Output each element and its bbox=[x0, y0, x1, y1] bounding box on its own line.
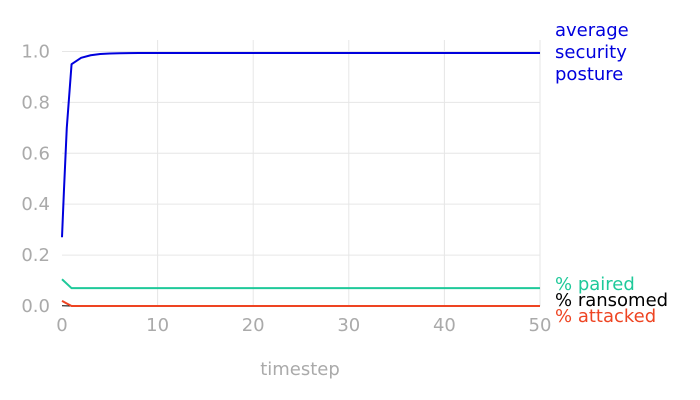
x-tick-label: 10 bbox=[146, 315, 169, 336]
y-tick-label: 0.4 bbox=[21, 194, 50, 215]
x-tick-label: 40 bbox=[433, 315, 456, 336]
x-tick-label: 0 bbox=[56, 315, 67, 336]
x-tick-label: 30 bbox=[337, 315, 360, 336]
series-label-1: average security posture bbox=[555, 20, 629, 85]
y-tick-label: 1.0 bbox=[21, 41, 50, 62]
series-line-4 bbox=[61, 300, 540, 307]
x-tick-label: 50 bbox=[529, 315, 552, 336]
y-tick-label: 0.6 bbox=[21, 143, 50, 164]
y-tick-label: 0.2 bbox=[21, 245, 50, 266]
y-tick-label: 0.0 bbox=[21, 296, 50, 317]
x-axis-title: timestep bbox=[260, 359, 340, 380]
series-labels: average security posture % paired% ransomed… bbox=[555, 20, 668, 327]
y-tick-label: 0.8 bbox=[21, 92, 50, 113]
series-label-3: % ransomed bbox=[555, 290, 668, 311]
axes: 0 10 20 30 40 50 0.0 0.2 0.4 0.6 0.8 1.0 bbox=[21, 41, 551, 336]
series-line-2 bbox=[61, 278, 540, 290]
series-label-4: % attacked bbox=[555, 306, 656, 327]
grid bbox=[62, 40, 541, 306]
series-label-2: % paired bbox=[555, 274, 635, 295]
series-lines bbox=[61, 51, 540, 307]
x-tick-label: 20 bbox=[242, 315, 265, 336]
series-line-1 bbox=[61, 51, 540, 238]
